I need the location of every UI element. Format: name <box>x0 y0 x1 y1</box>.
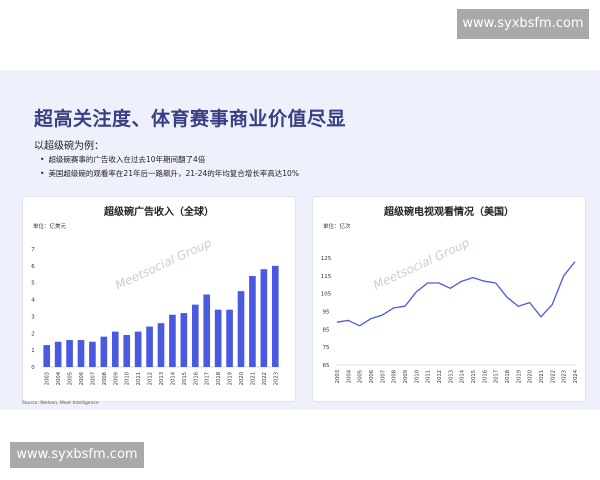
x-tick-label: 2010 <box>414 370 420 383</box>
x-tick-label: 2021 <box>250 372 256 385</box>
x-tick-label: 2011 <box>136 372 142 385</box>
y-tick-label: 3 <box>31 314 35 320</box>
x-tick-label: 2011 <box>426 370 432 383</box>
x-tick-label: 2013 <box>448 370 454 383</box>
bar <box>146 326 153 367</box>
watermark-top: www.syxbsfm.com <box>457 9 589 39</box>
x-tick-label: 2005 <box>358 370 364 383</box>
x-tick-label: 2014 <box>460 369 466 383</box>
bar <box>249 275 256 367</box>
y-tick-label: 95 <box>323 310 330 316</box>
bar <box>43 345 51 367</box>
x-tick-label: 2004 <box>56 371 62 385</box>
x-tick-label: 2023 <box>562 370 568 383</box>
chart-title: 超级碗广告收入（全球） <box>104 207 214 218</box>
x-tick-label: 2015 <box>182 372 188 385</box>
x-tick-label: 2003 <box>45 372 51 385</box>
unit-label: 单位：亿美元 <box>33 224 67 230</box>
x-tick-label: 2010 <box>125 372 131 385</box>
y-tick-label: 2 <box>31 331 35 337</box>
x-tick-label: 2009 <box>113 372 119 385</box>
bullet-item: 超级碗赛事的广告收入在过去10年期间翻了4倍 <box>40 154 205 165</box>
y-tick-label: 125 <box>321 256 332 262</box>
x-tick-label: 2015 <box>471 370 477 383</box>
bar <box>260 269 268 367</box>
bar <box>226 309 233 367</box>
y-tick-label: 0 <box>31 365 35 371</box>
chart-title: 超级碗电视观看情况（美国） <box>384 207 514 218</box>
x-tick-label: 2016 <box>482 370 488 383</box>
x-tick-label: 2018 <box>216 372 222 385</box>
line-chart: 65 75 85 95 105 115 125 2003 2004 2005 2006 2007 200… <box>321 256 579 383</box>
x-tick-label: 2018 <box>505 370 511 383</box>
x-tick-label: 2016 <box>193 372 199 385</box>
y-tick-label: 5 <box>31 281 35 287</box>
bar <box>191 304 199 367</box>
x-tick-label: 2005 <box>68 372 74 385</box>
bar <box>180 313 188 367</box>
y-tick-label: 4 <box>31 298 35 304</box>
bar <box>54 341 62 367</box>
x-tick-label: 2012 <box>437 370 443 383</box>
x-tick-label: 2004 <box>346 369 352 383</box>
y-tick-label: 105 <box>321 292 332 298</box>
tv-viewership-panel: 超级碗电视观看情况（美国） 单位：亿次 Meetsocial Group 65 7… <box>312 196 586 402</box>
page-title: 超高关注度、体育赛事商业价值尽显 <box>34 108 347 130</box>
bullet-item: 美国超级碗的观看率在21年后一路飙升，21-24的年均复合增长率高达10% <box>40 168 299 179</box>
y-tick-label: 65 <box>323 363 330 369</box>
x-tick-label: 2022 <box>550 370 556 383</box>
y-tick-label: 7 <box>31 247 35 253</box>
bar <box>100 336 108 367</box>
source-note: Source: Nielsen, Meet Intelligence <box>22 401 99 406</box>
x-tick-label: 2024 <box>573 369 579 383</box>
x-tick-label: 2020 <box>239 372 245 385</box>
intro-text: 以超级碗为例： <box>34 141 104 152</box>
x-tick-label: 2019 <box>516 370 522 383</box>
x-tick-label: 2008 <box>102 372 108 385</box>
y-tick-label: 115 <box>321 274 332 280</box>
series-line <box>336 261 576 327</box>
x-tick-label: 2006 <box>79 372 85 385</box>
bar <box>271 265 279 367</box>
y-tick-label: 6 <box>31 264 35 270</box>
x-tick-label: 2007 <box>380 370 386 383</box>
bar <box>169 314 176 367</box>
bar <box>111 331 119 367</box>
unit-label: 单位：亿次 <box>323 224 351 230</box>
x-tick-label: 2003 <box>335 370 341 383</box>
x-tick-label: 2021 <box>539 370 545 383</box>
y-tick-label: 75 <box>323 345 330 351</box>
x-tick-label: 2022 <box>262 372 268 385</box>
y-tick-label: 1 <box>31 348 35 354</box>
bar-chart: 0 1 2 3 4 5 6 7 2003 2004 2005 2006 2007 2008 2009 2010… <box>31 247 281 385</box>
x-tick-label: 2014 <box>170 371 176 385</box>
x-tick-label: 2008 <box>392 370 398 383</box>
bar <box>66 340 73 367</box>
bar <box>89 341 96 367</box>
bar <box>77 340 85 367</box>
x-tick-label: 2007 <box>90 372 96 385</box>
x-tick-label: 2017 <box>494 370 500 383</box>
x-tick-label: 2006 <box>369 370 375 383</box>
x-tick-label: 2012 <box>148 372 154 385</box>
x-tick-label: 2023 <box>273 372 279 385</box>
x-tick-label: 2020 <box>528 370 534 383</box>
bar <box>237 291 245 367</box>
x-tick-label: 2009 <box>403 370 409 383</box>
bar <box>214 309 222 367</box>
y-tick-label: 85 <box>323 327 330 333</box>
bar <box>203 294 211 367</box>
watermark-bottom: www.syxbsfm.com <box>10 442 144 468</box>
bar <box>123 334 131 367</box>
bar <box>134 331 142 367</box>
x-tick-label: 2019 <box>228 372 234 385</box>
bar <box>157 323 165 367</box>
x-tick-label: 2017 <box>205 372 211 385</box>
x-tick-label: 2013 <box>159 372 165 385</box>
